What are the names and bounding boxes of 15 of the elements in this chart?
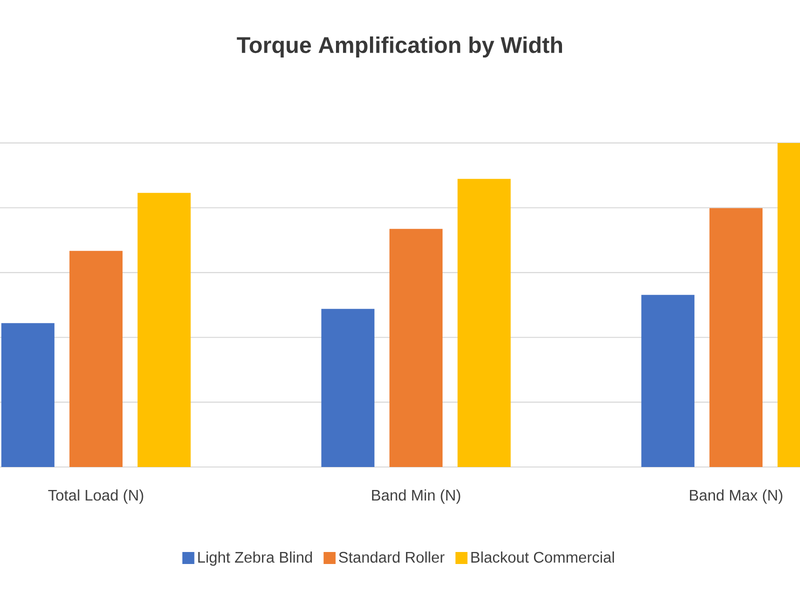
x-tick-label: Total Load (N) bbox=[48, 489, 144, 504]
legend-label: Standard Roller bbox=[338, 551, 445, 563]
chart-title: Torque Amplification by Width bbox=[236, 36, 562, 58]
bar bbox=[138, 192, 191, 467]
bar bbox=[1, 323, 54, 467]
bar bbox=[709, 208, 763, 467]
legend-label: Light Zebra Blind bbox=[198, 551, 312, 566]
bar bbox=[69, 250, 123, 467]
bar bbox=[641, 294, 694, 467]
x-tick-label: Band Max (N) bbox=[690, 489, 782, 504]
x-tick-label: Band Min (N) bbox=[372, 489, 460, 504]
legend-label: Blackout Commercial bbox=[471, 551, 614, 563]
bar bbox=[321, 308, 374, 467]
bar bbox=[389, 228, 443, 467]
bar bbox=[458, 178, 511, 467]
